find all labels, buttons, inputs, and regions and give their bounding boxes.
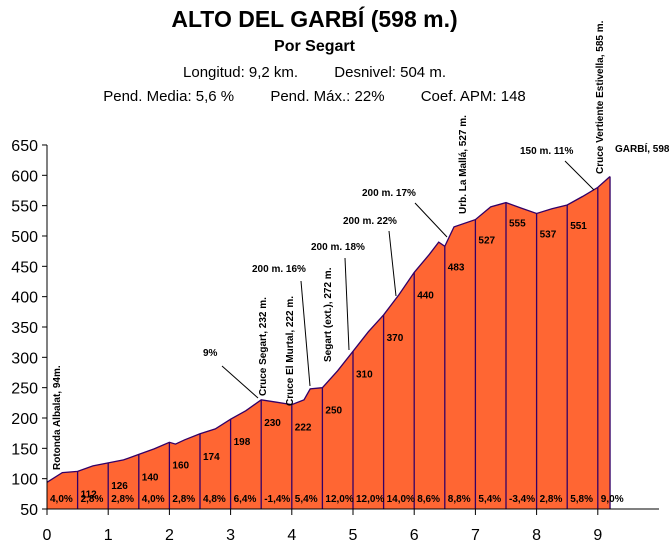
gradient-label: 4,0% bbox=[50, 494, 73, 505]
gradient-label: 5,4% bbox=[478, 494, 501, 505]
gradient-label: 9,0% bbox=[601, 494, 624, 505]
x-tick-label: 2 bbox=[165, 527, 174, 544]
leader-line bbox=[414, 202, 448, 238]
gradient-label: 12,0% bbox=[356, 494, 384, 505]
gradient-label: 12,0% bbox=[325, 494, 353, 505]
x-tick-label: 6 bbox=[410, 527, 419, 544]
x-tick-label: 8 bbox=[532, 527, 541, 544]
stats-line-2: Pend. Media: 5,6 % Pend. Máx.: 22% Coef.… bbox=[0, 88, 649, 105]
x-tick-label: 5 bbox=[349, 527, 358, 544]
coef-apm: Coef. APM: 148 bbox=[420, 88, 526, 105]
gradient-label: 5,8% bbox=[570, 494, 593, 505]
annotation-label: Segart (ext.), 272 m. bbox=[323, 267, 334, 362]
altitude-label: 174 bbox=[203, 452, 220, 463]
y-tick-label: 200 bbox=[11, 411, 38, 428]
gradient-label: 14,0% bbox=[387, 494, 415, 505]
x-tick-label: 9 bbox=[593, 527, 602, 544]
annotation-label: GARBÍ, 598 M bbox=[615, 142, 669, 155]
profile-area bbox=[47, 176, 611, 509]
leader-line bbox=[344, 257, 350, 351]
annotation-label: 200 m. 22% bbox=[343, 216, 397, 227]
annotation-label: Cruce Segart, 232 m. bbox=[258, 297, 269, 396]
gradient-label: 4,8% bbox=[203, 494, 226, 505]
x-tick-label: 0 bbox=[43, 527, 52, 544]
y-tick-label: 500 bbox=[11, 229, 38, 246]
y-tick-label: 350 bbox=[11, 320, 38, 337]
gradient-label: 2,8% bbox=[81, 494, 104, 505]
leader-line bbox=[221, 365, 259, 399]
y-tick-label: 550 bbox=[11, 199, 38, 216]
gradient-label: 2,8% bbox=[111, 494, 134, 505]
pend-media: Pend. Media: 5,6 % bbox=[103, 88, 235, 105]
leader-line bbox=[388, 230, 397, 297]
stats-line-1: Longitud: 9,2 km. Desnivel: 504 m. bbox=[0, 64, 649, 81]
gradient-label: 4,0% bbox=[142, 494, 165, 505]
altitude-label: 126 bbox=[111, 481, 128, 492]
chart-subtitle: Por Segart bbox=[274, 38, 355, 55]
altitude-label: 160 bbox=[172, 460, 189, 471]
gradient-label: 5,4% bbox=[295, 494, 318, 505]
y-tick-label: 400 bbox=[11, 290, 38, 307]
annotation-label: Rotonda Albalat, 94m. bbox=[52, 365, 63, 470]
x-tick-label: 7 bbox=[471, 527, 480, 544]
x-tick-label: 1 bbox=[104, 527, 113, 544]
gradient-label: 8,8% bbox=[448, 494, 471, 505]
annotation-label: 150 m. 11% bbox=[520, 146, 573, 157]
annotation-label: 200 m. 17% bbox=[362, 188, 416, 199]
gradient-label: -3,4% bbox=[509, 494, 535, 505]
y-tick-label: 50 bbox=[20, 502, 38, 519]
y-tick-label: 150 bbox=[11, 441, 38, 458]
leader-line bbox=[300, 280, 311, 387]
longitud: Longitud: 9,2 km. bbox=[183, 64, 299, 81]
annotation-label: Urb. La Mallá, 527 m. bbox=[458, 115, 469, 214]
gradient-label: 2,8% bbox=[172, 494, 195, 505]
altitude-label: 551 bbox=[570, 221, 587, 232]
x-tick-label: 4 bbox=[287, 527, 296, 544]
y-tick-label: 100 bbox=[11, 472, 38, 489]
pend-max: Pend. Máx.: 22% bbox=[270, 88, 385, 105]
altitude-label: 537 bbox=[540, 230, 557, 241]
y-tick-label: 450 bbox=[11, 259, 38, 276]
x-tick-label: 3 bbox=[226, 527, 235, 544]
leader-line bbox=[564, 160, 595, 191]
y-tick-label: 600 bbox=[11, 168, 38, 185]
desnivel: Desnivel: 504 m. bbox=[334, 64, 446, 81]
annotation-label: 9% bbox=[203, 348, 218, 359]
y-tick-label: 300 bbox=[11, 350, 38, 367]
altitude-label: 222 bbox=[295, 423, 312, 434]
gradient-label: 8,6% bbox=[417, 494, 440, 505]
y-tick-label: 650 bbox=[11, 138, 38, 155]
annotation-label: 200 m. 18% bbox=[311, 242, 365, 253]
chart-title: ALTO DEL GARBÍ (598 m.) bbox=[171, 6, 458, 32]
annotation-label: Cruce El Murtal, 222 m. bbox=[285, 296, 296, 406]
annotation-label: 200 m. 16% bbox=[252, 264, 306, 275]
altitude-label: 112 bbox=[81, 489, 98, 500]
gradient-label: -1,4% bbox=[264, 494, 290, 505]
altitude-label: 198 bbox=[234, 437, 251, 448]
altitude-label: 140 bbox=[142, 472, 159, 483]
altitude-label: 230 bbox=[264, 418, 281, 429]
y-tick-label: 250 bbox=[11, 381, 38, 398]
altitude-label: 527 bbox=[478, 236, 495, 247]
annotation-label: Cruce Vertiente Estivella, 585 m. bbox=[595, 20, 606, 174]
altitude-label: 440 bbox=[417, 290, 434, 301]
gradient-label: 6,4% bbox=[234, 494, 257, 505]
altitude-label: 555 bbox=[509, 219, 526, 230]
altitude-label: 310 bbox=[356, 369, 373, 380]
altitude-label: 370 bbox=[387, 333, 404, 344]
altitude-label: 250 bbox=[325, 406, 342, 417]
altitude-label: 483 bbox=[448, 262, 465, 273]
gradient-label: 2,8% bbox=[540, 494, 563, 505]
